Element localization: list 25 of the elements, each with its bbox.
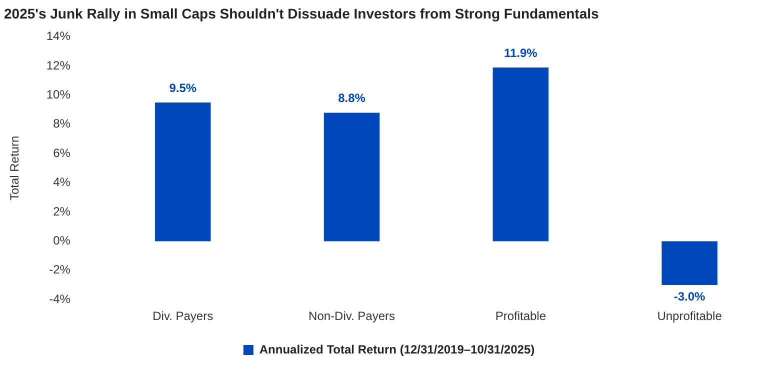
y-tick-label: 8% — [53, 116, 71, 131]
y-tick-label: 12% — [46, 58, 71, 72]
bar — [492, 67, 549, 242]
y-tick-label: -2% — [49, 262, 71, 277]
bar — [662, 241, 718, 285]
x-tick-label: Unprofitable — [657, 309, 722, 324]
y-tick-label: -4% — [49, 292, 71, 306]
x-tick-label: Profitable — [495, 309, 546, 324]
y-tick-label: 14% — [46, 29, 71, 44]
data-label: 11.9% — [504, 46, 538, 60]
bar — [155, 102, 211, 242]
y-axis-title: Total Return — [8, 136, 22, 201]
data-label: -3.0% — [674, 289, 706, 304]
y-tick-label: 0% — [53, 234, 71, 248]
x-tick-label: Non-Div. Payers — [308, 309, 395, 324]
y-tick-label: 4% — [53, 175, 71, 190]
y-tick-label: 2% — [53, 204, 71, 218]
data-label: 8.8% — [338, 91, 366, 106]
bar — [324, 112, 380, 242]
chart-title: 2025's Junk Rally in Small Caps Shouldn't Dissuade Investors from Strong Fundamentals — [4, 5, 600, 22]
legend-label: Annualized Total Return (12/31/2019–10/31/2025) — [259, 342, 535, 356]
y-tick-label: 6% — [53, 146, 71, 160]
y-tick-label: 10% — [46, 88, 71, 102]
data-label: 9.5% — [169, 80, 197, 95]
x-tick-label: Div. Payers — [152, 309, 214, 324]
